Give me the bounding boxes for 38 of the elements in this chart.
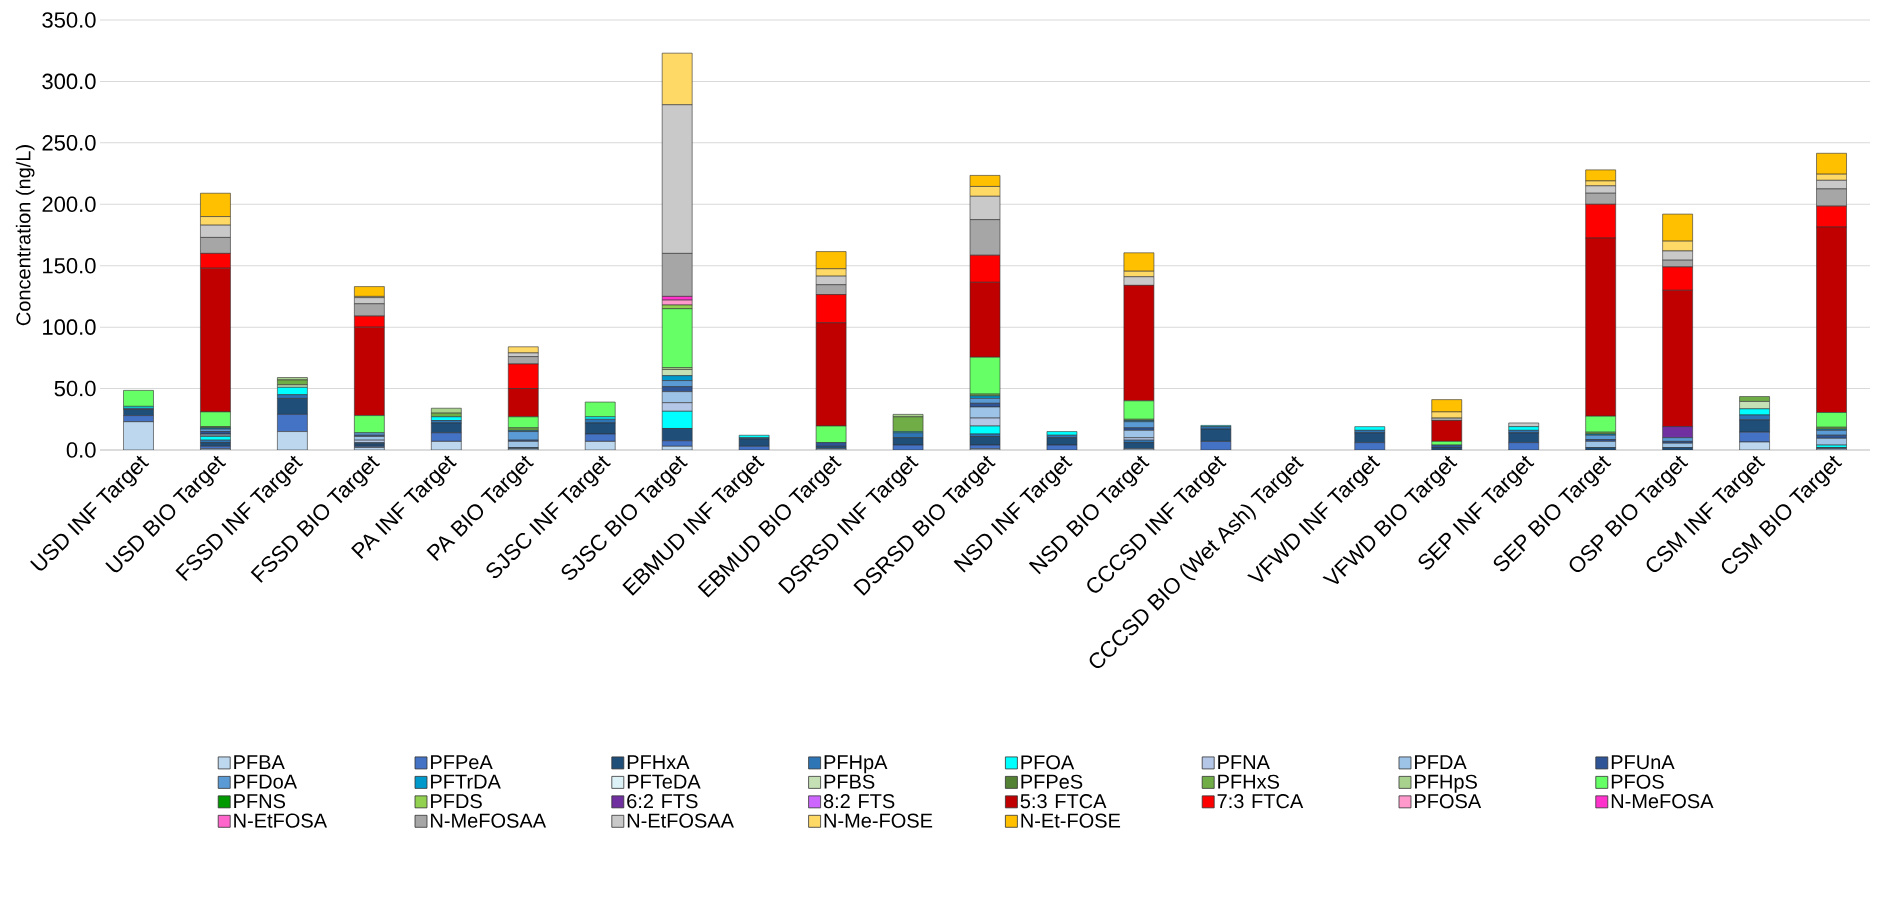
- y-tick-label: 250.0: [42, 135, 96, 151]
- legend-label: PFOS: [1611, 774, 1664, 789]
- legend-label: N-Me-FOSE: [824, 813, 933, 828]
- legend-label: PFPeA: [431, 755, 493, 770]
- legend-label: PFOA: [1021, 755, 1075, 770]
- y-tick-label: 50.0: [54, 380, 96, 397]
- y-tick-label: 0.0: [66, 442, 96, 458]
- y-tick-label: 300.0: [42, 73, 96, 90]
- legend-label: PFNS: [234, 794, 286, 809]
- y-tick-label: 150.0: [43, 257, 96, 274]
- legend-label: PFPeS: [1021, 774, 1083, 789]
- legend-label: 8:2 FTS: [823, 794, 895, 809]
- legend-label: PFOSA: [1415, 794, 1482, 809]
- legend-label: 7:3 FTCA: [1217, 794, 1304, 809]
- legend-label: PFHxS: [1218, 774, 1280, 789]
- legend-label: PFHpA: [824, 755, 888, 774]
- legend-label: N-Et-FOSE: [1021, 813, 1121, 828]
- legend-label: PFDA: [1415, 755, 1467, 770]
- legend-label: PFDoA: [234, 774, 298, 789]
- legend-label: PFBS: [824, 774, 875, 789]
- legend-label: PFDS: [431, 794, 482, 809]
- legend-label: PFUnA: [1611, 755, 1675, 770]
- legend-label: PFTeDA: [627, 774, 701, 789]
- legend-label: PFBA: [234, 755, 285, 770]
- legend-label: N-EtFOSAA: [627, 813, 734, 828]
- y-tick-label: 200.0: [42, 196, 96, 213]
- legend-label: N-MeFOSAA: [431, 813, 547, 828]
- legend-label: 5:3 FTCA: [1020, 794, 1107, 809]
- legend-label: PFTrDA: [431, 774, 501, 789]
- y-axis-title: Concentration (ng/L): [15, 145, 35, 326]
- legend-label: N-EtFOSA: [234, 813, 328, 828]
- legend-label: PFHxA: [627, 755, 690, 770]
- legend-label: 6:2 FTS: [627, 794, 698, 809]
- legend-label: N-MeFOSA: [1611, 794, 1714, 809]
- legend-label: PFNA: [1218, 755, 1270, 770]
- legend-label: PFHpS: [1415, 774, 1477, 793]
- y-tick-label: 350.0: [42, 12, 96, 28]
- y-tick-label: 100.0: [43, 319, 96, 335]
